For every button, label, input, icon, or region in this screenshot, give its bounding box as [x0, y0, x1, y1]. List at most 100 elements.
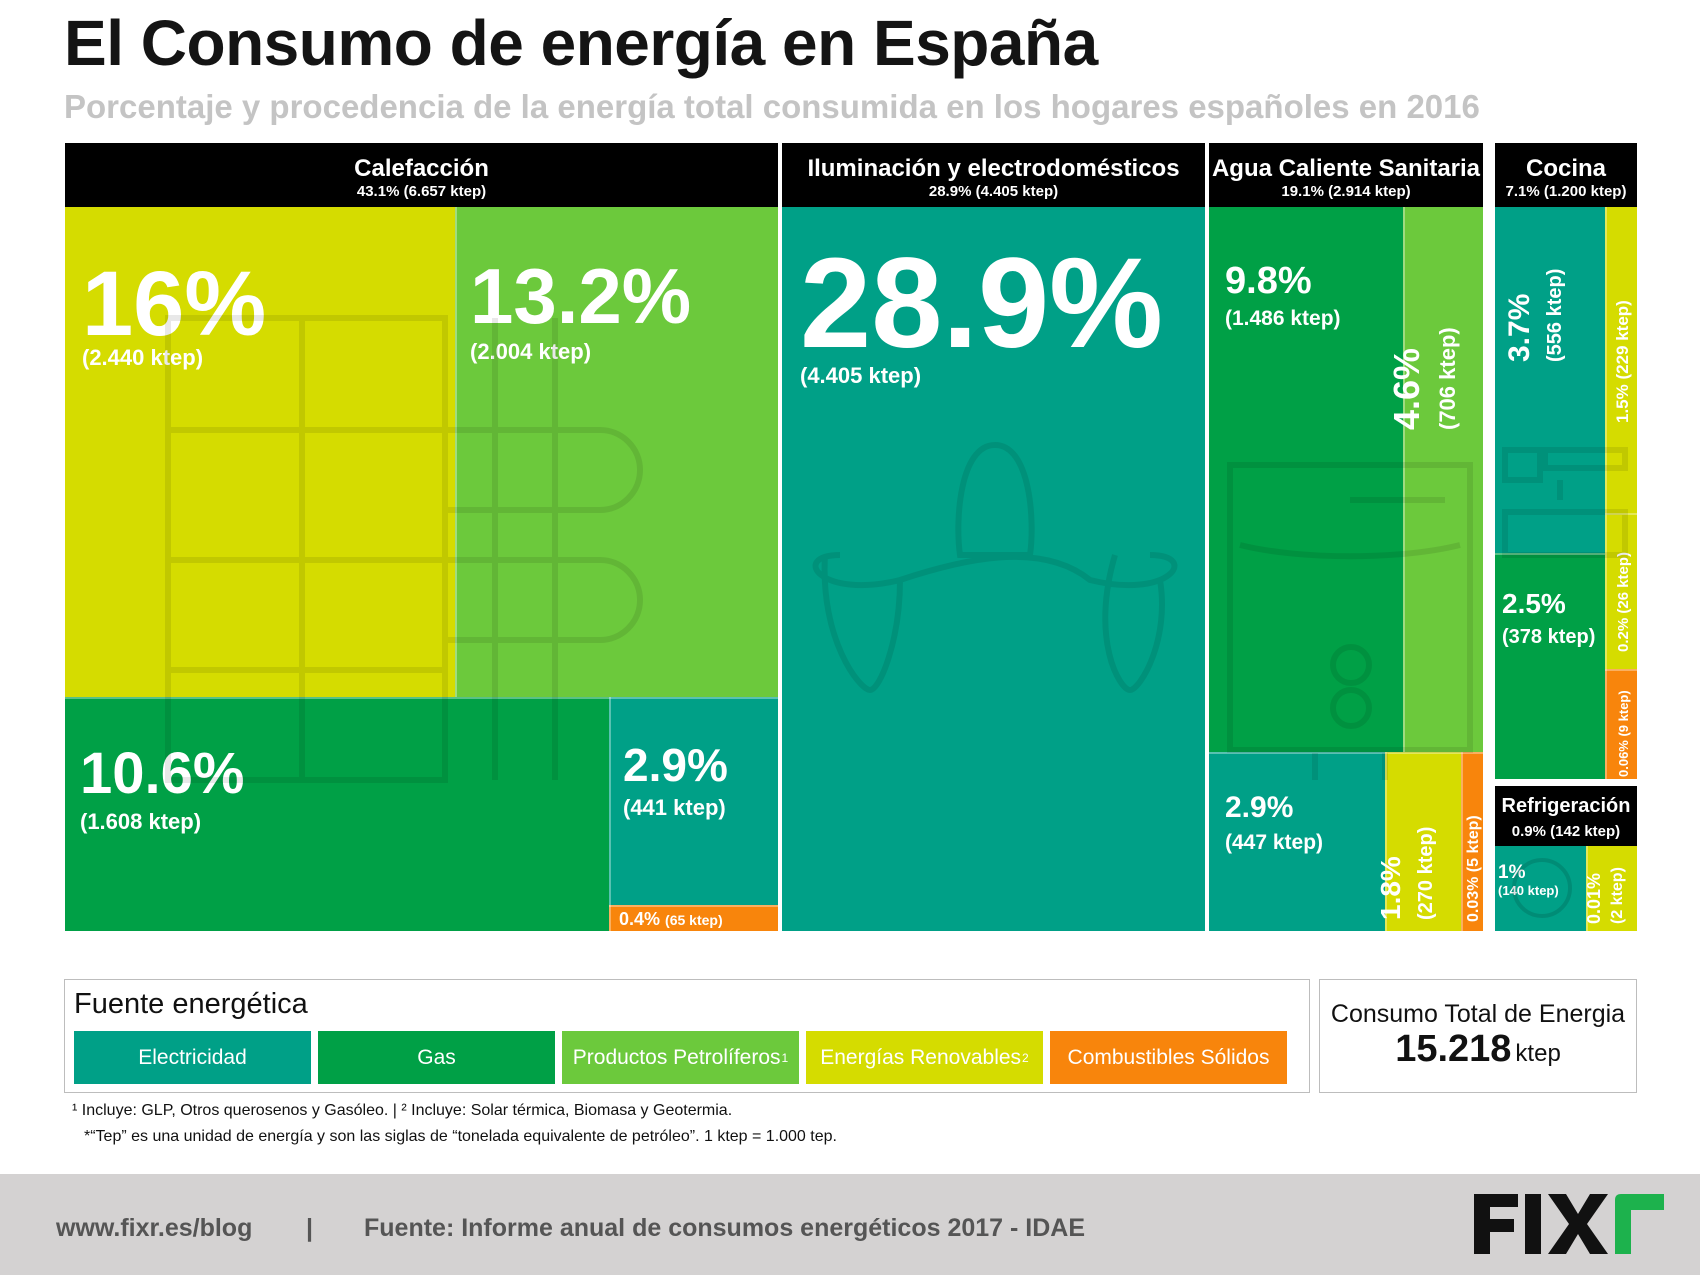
category-header — [1495, 143, 1637, 207]
category-share: 28.9% (4.405 ktep) — [929, 183, 1058, 200]
treemap-cell — [1461, 752, 1483, 931]
legend-label: Gas — [417, 1045, 456, 1069]
category-name: Cocina — [1526, 155, 1607, 182]
legend-footnote-mark: 1 — [781, 1050, 789, 1065]
legend-item-productos-petroliferos: Productos Petrolíferos 1 — [562, 1031, 799, 1084]
cell-value: (556 ktep) — [1544, 269, 1566, 362]
treemap-cell — [1209, 752, 1385, 931]
legend-label: Combustibles Sólidos — [1067, 1045, 1270, 1069]
category-name: Agua Caliente Sanitaria — [1212, 155, 1481, 182]
legend-label: Productos Petrolíferos — [572, 1045, 781, 1069]
treemap-cell — [1495, 207, 1605, 553]
cell-percentage: 1.8% — [1375, 856, 1406, 920]
category-header — [1495, 786, 1637, 846]
cell-value: (447 ktep) — [1225, 831, 1323, 854]
cell-percentage: 2.5% — [1502, 588, 1566, 619]
cell-value: (441 ktep) — [623, 795, 726, 820]
category-header — [782, 143, 1205, 207]
cell-label: 0.06% (9 ktep) — [1616, 690, 1631, 777]
treemap-cell — [782, 207, 1205, 931]
cell-percentage: 10.6% — [80, 741, 244, 806]
category-share: 0.9% (142 ktep) — [1512, 823, 1620, 840]
cell-divider — [1385, 752, 1387, 931]
cell-percentage: 28.9% — [800, 232, 1163, 375]
cell-value: (1.608 ktep) — [80, 809, 201, 834]
water-heater-dial-icon — [1330, 644, 1372, 686]
cell-percentage: 2.9% — [623, 739, 728, 791]
total-value: 15.218 ktep — [1320, 1028, 1636, 1071]
page-subtitle: Porcentaje y procedencia de la energía t… — [64, 88, 1480, 125]
treemap-cell — [1209, 207, 1403, 752]
cell-value: (1.486 ktep) — [1225, 307, 1341, 330]
treemap-cell — [455, 207, 778, 697]
cell-divider — [1209, 752, 1483, 754]
legend-title: Fuente energética — [74, 988, 308, 1020]
treemap-cell — [609, 697, 778, 905]
treemap-cell — [1605, 669, 1637, 779]
treemap-cell — [1385, 752, 1461, 931]
cell-value: (4.405 ktep) — [800, 363, 921, 388]
cell-label: 1.5% (229 ktep) — [1613, 300, 1632, 423]
cell-percentage: 0.4% (65 ktep) — [619, 909, 723, 929]
footer-site-link[interactable]: www.fixr.es/blog — [56, 1214, 253, 1242]
cell-divider — [609, 905, 778, 907]
category-header — [1209, 143, 1483, 207]
cell-divider — [1586, 846, 1588, 931]
cell-percentage: 2.9% — [1225, 791, 1293, 824]
treemap-cell — [1605, 513, 1637, 669]
footnote-tep: *“Tep” es una unidad de energía y son la… — [84, 1128, 837, 1145]
cell-label: 0.2% (26 ktep) — [1615, 552, 1632, 652]
cell-divider — [1605, 513, 1637, 515]
footer-separator: | — [306, 1214, 313, 1242]
radiator-icon — [165, 315, 643, 783]
cell-divider — [1403, 207, 1405, 752]
legend-footnote-mark: 2 — [1022, 1050, 1029, 1065]
category-share: 43.1% (6.657 ktep) — [357, 183, 486, 200]
cell-divider — [455, 207, 457, 697]
legend: Fuente energética Electricidad Gas Produ… — [64, 979, 1310, 1093]
cell-divider — [1495, 553, 1605, 555]
cell-percentage: 1% — [1498, 862, 1526, 883]
cell-label: 0.03% (5 ktep) — [1465, 815, 1482, 922]
cell-percentage: 3.7% — [1503, 294, 1536, 362]
cell-value: (140 ktep) — [1498, 883, 1559, 898]
legend-item-energias-renovables: Energías Renovables 2 — [806, 1031, 1043, 1084]
category-name: Calefacción — [354, 155, 489, 182]
legend-item-gas: Gas — [318, 1031, 555, 1084]
cell-value: (2 ktep) — [1609, 867, 1626, 924]
treemap-cell — [65, 207, 455, 697]
water-heater-dial-icon — [1330, 687, 1372, 729]
total-number: 15.218 — [1395, 1028, 1512, 1070]
legend-label: Energías Renovables — [820, 1045, 1022, 1069]
cell-value: (2.004 ktep) — [470, 339, 591, 364]
total-unit: ktep — [1515, 1040, 1561, 1067]
cell-value: (378 ktep) — [1502, 626, 1595, 648]
total-consumption-box: Consumo Total de Energia 15.218 ktep — [1319, 979, 1637, 1093]
footer-source: Fuente: Informe anual de consumos energé… — [364, 1214, 1086, 1242]
footnote-sources: ¹ Incluye: GLP, Otros querosenos y Gasól… — [72, 1102, 733, 1119]
cell-value: (706 ktep) — [1435, 327, 1460, 430]
category-share: 19.1% (2.914 ktep) — [1281, 183, 1410, 200]
treemap-cell — [1605, 207, 1637, 513]
water-heater-icon — [1227, 462, 1473, 780]
cell-value: (2.440 ktep) — [82, 345, 203, 370]
cell-value: (270 ktep) — [1415, 827, 1437, 920]
kitchen-icon — [1502, 447, 1628, 558]
category-name: Refrigeración — [1502, 795, 1631, 817]
treemap-cell — [609, 905, 778, 931]
cell-divider — [1605, 207, 1607, 779]
cell-divider — [1605, 669, 1637, 671]
lamp-icon — [812, 441, 1178, 694]
cell-percentage: 0.01% — [1584, 873, 1604, 924]
fan-icon — [1512, 858, 1572, 918]
cell-percentage: 4.6% — [1386, 348, 1427, 430]
cell-percentage: 16% — [82, 253, 266, 355]
treemap-cell — [1586, 846, 1637, 931]
cell-percentage: 13.2% — [470, 252, 691, 340]
category-header — [65, 143, 778, 207]
page-title: El Consumo de energía en España — [64, 7, 1098, 79]
cell-divider — [609, 697, 611, 931]
treemap-cell — [65, 697, 609, 931]
total-label: Consumo Total de Energia — [1330, 1000, 1626, 1028]
